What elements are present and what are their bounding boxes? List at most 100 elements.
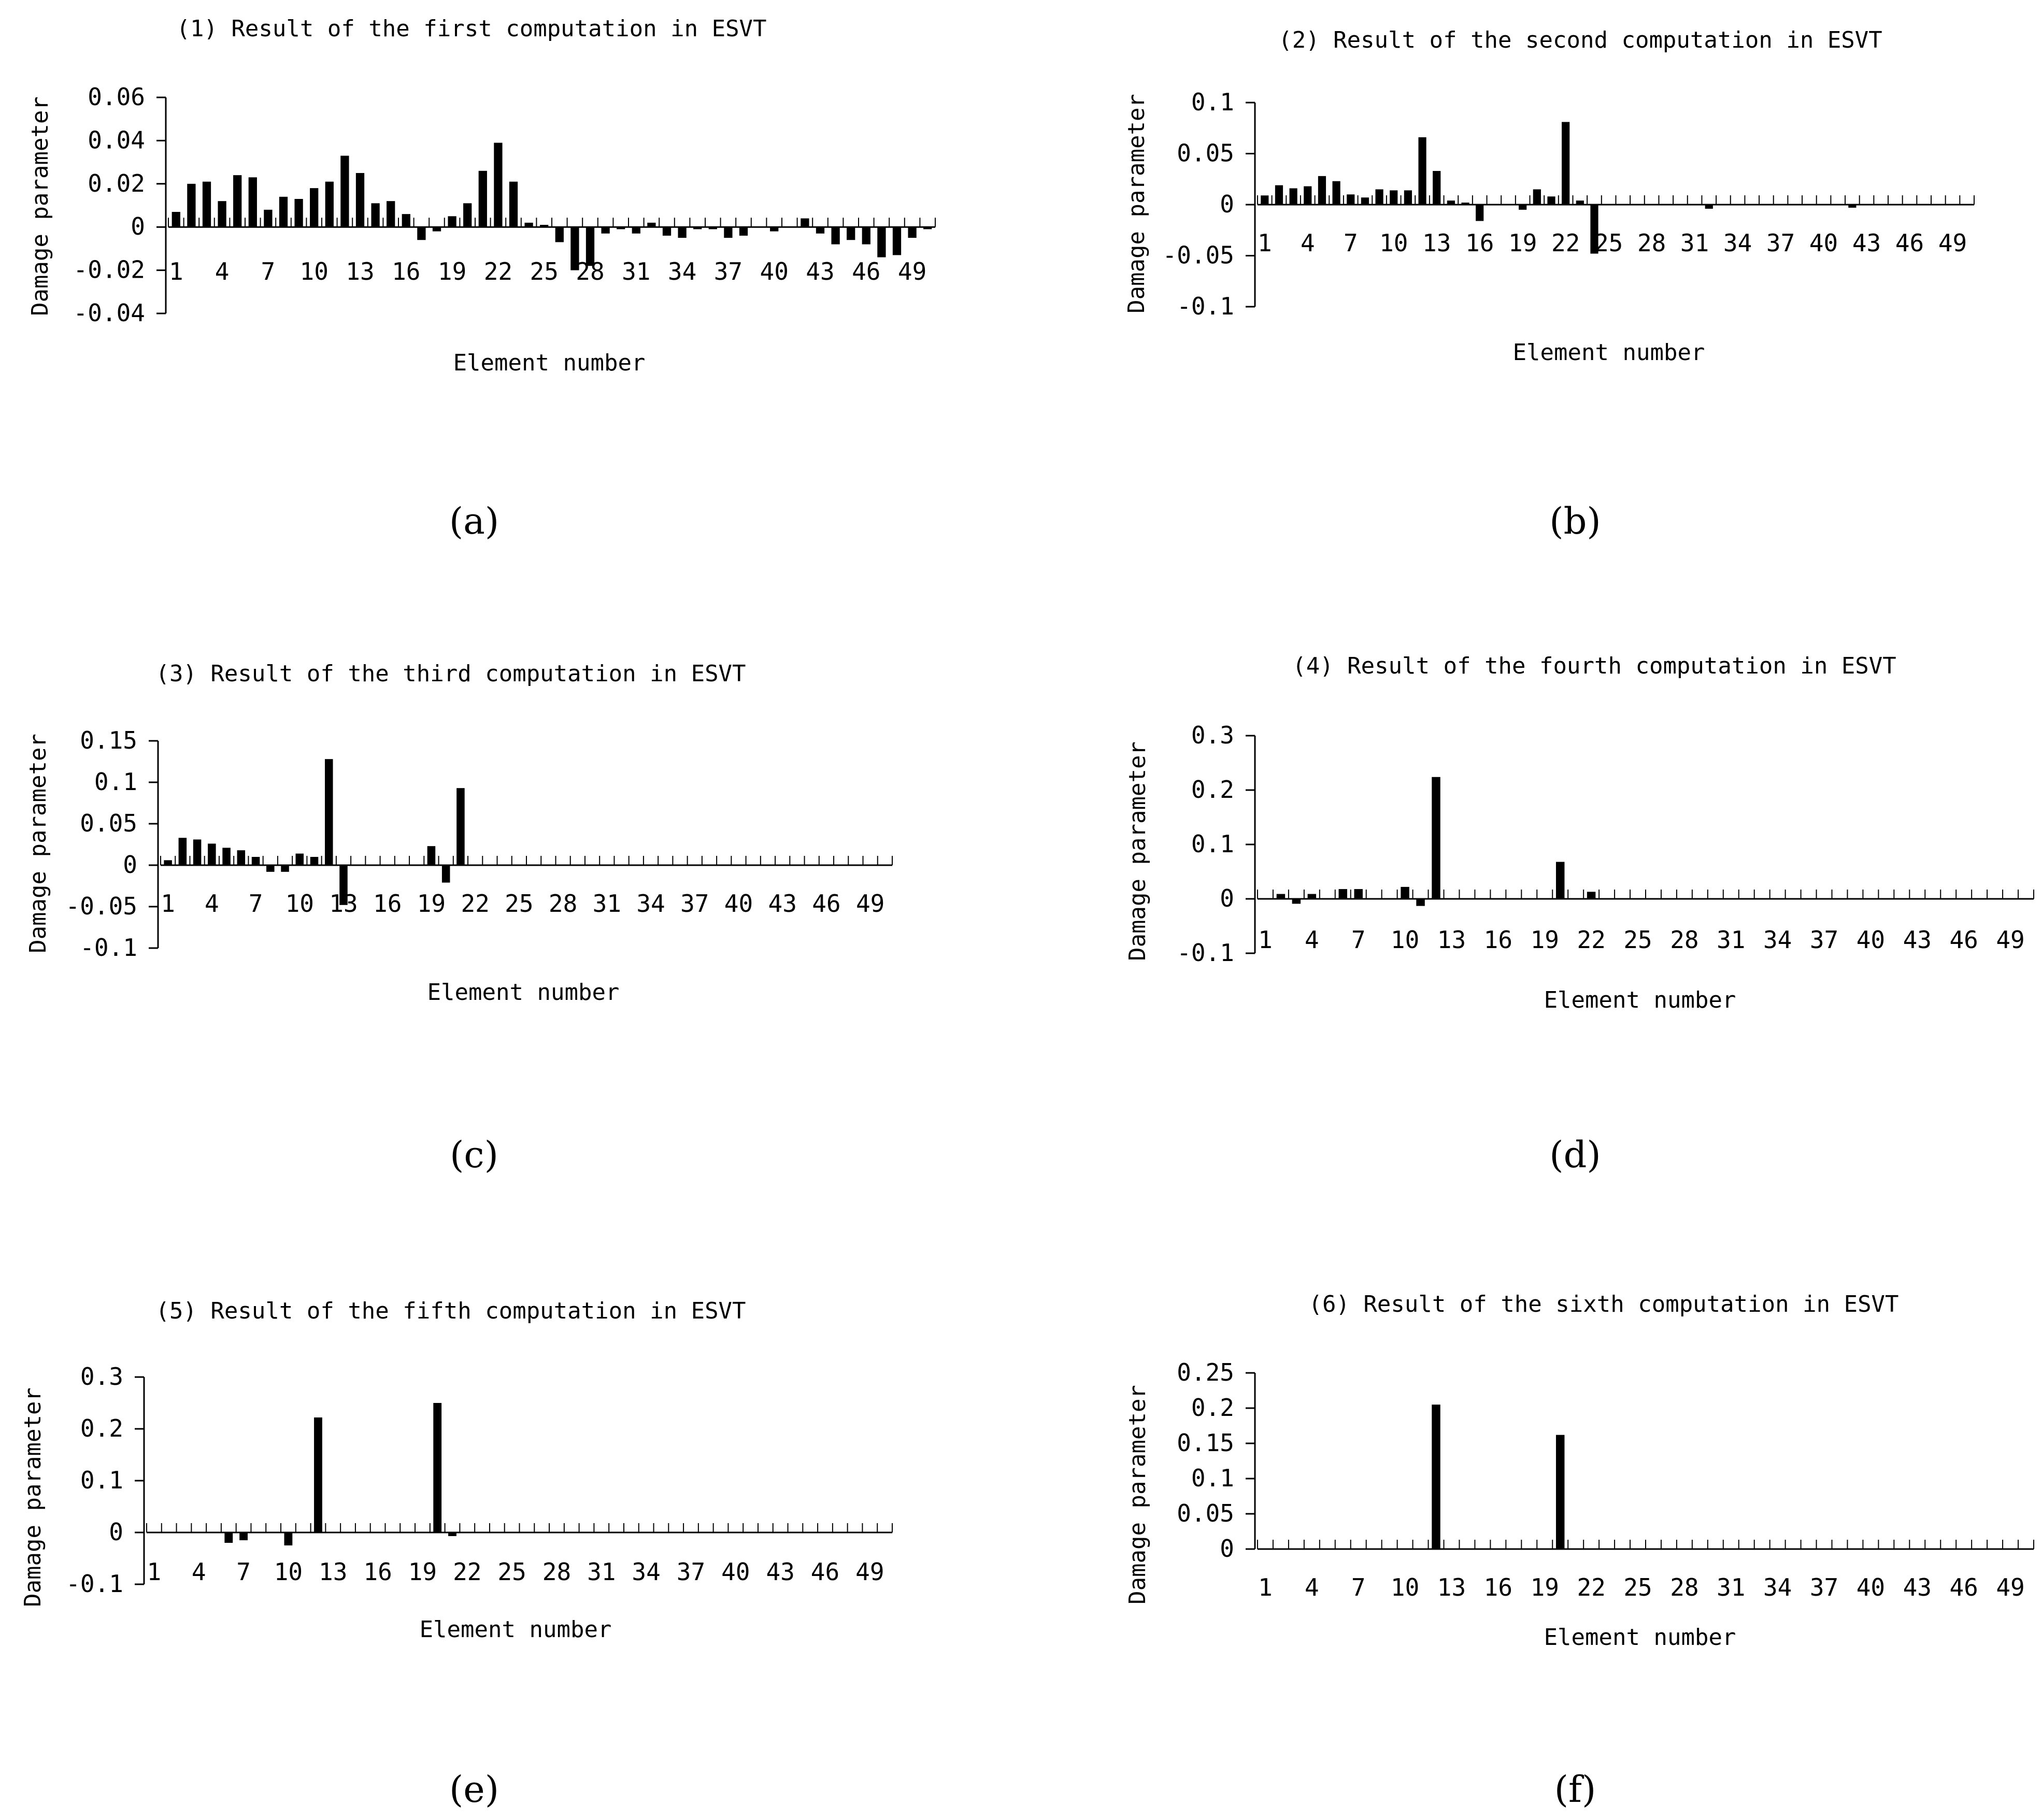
bar bbox=[847, 227, 855, 240]
x-tick-label: 34 bbox=[668, 257, 696, 285]
y-tick-label: 0.1 bbox=[1191, 88, 1234, 116]
x-tick-label: 28 bbox=[576, 257, 604, 285]
x-tick-label: 25 bbox=[497, 1558, 526, 1586]
bar bbox=[1304, 186, 1312, 205]
x-tick-label: 31 bbox=[1717, 926, 1745, 954]
x-tick-label: 40 bbox=[760, 257, 789, 285]
bar bbox=[310, 857, 319, 865]
bar bbox=[239, 1532, 248, 1540]
bar bbox=[340, 155, 349, 227]
bar bbox=[1447, 200, 1455, 205]
y-tick-label: 0.2 bbox=[1191, 776, 1234, 804]
x-tick-label: 19 bbox=[1531, 1573, 1559, 1601]
x-tick-label: 13 bbox=[1437, 926, 1466, 954]
x-tick-label: 16 bbox=[363, 1558, 392, 1586]
bar bbox=[251, 857, 260, 865]
x-tick-label: 49 bbox=[1938, 229, 1967, 257]
bar bbox=[1401, 886, 1409, 899]
chart-panel-a: (1) Result of the first computation in E… bbox=[27, 16, 936, 542]
bar bbox=[1533, 189, 1541, 205]
bar bbox=[678, 227, 687, 238]
x-tick-label: 10 bbox=[1379, 229, 1408, 257]
x-tick-label: 7 bbox=[261, 257, 276, 285]
bar bbox=[708, 227, 717, 230]
x-tick-label: 40 bbox=[721, 1558, 750, 1586]
x-tick-label: 46 bbox=[852, 257, 880, 285]
bar bbox=[617, 227, 625, 230]
bar bbox=[295, 853, 304, 865]
x-tick-label: 1 bbox=[1258, 926, 1273, 954]
x-tick-label: 28 bbox=[542, 1558, 571, 1586]
x-tick-label: 46 bbox=[811, 1558, 839, 1586]
x-tick-label: 25 bbox=[1623, 1573, 1652, 1601]
y-tick-label: -0.02 bbox=[74, 256, 145, 284]
bar bbox=[187, 183, 196, 227]
bar bbox=[662, 227, 672, 236]
x-tick-label: 25 bbox=[1623, 926, 1652, 954]
x-tick-label: 34 bbox=[632, 1558, 660, 1586]
bar bbox=[172, 212, 180, 227]
bar bbox=[1332, 181, 1340, 205]
bar bbox=[724, 227, 733, 238]
bar bbox=[355, 173, 365, 227]
x-axis-label: Element number bbox=[1544, 987, 1736, 1013]
x-tick-label: 13 bbox=[346, 257, 374, 285]
chart-panel-b: (2) Result of the second computation in … bbox=[1123, 27, 1975, 542]
x-tick-label: 43 bbox=[806, 257, 834, 285]
y-tick-label: 0.05 bbox=[1177, 1499, 1234, 1527]
x-tick-label: 22 bbox=[1577, 1573, 1605, 1601]
x-tick-label: 4 bbox=[215, 257, 230, 285]
x-tick-label: 25 bbox=[530, 257, 559, 285]
bar bbox=[281, 865, 289, 872]
chart-panel-c: (3) Result of the third computation in E… bbox=[25, 661, 893, 1176]
bar bbox=[801, 218, 809, 227]
panel-caption: (b) bbox=[1549, 500, 1601, 542]
y-axis-label: Damage parameter bbox=[1124, 741, 1151, 961]
chart-title: (3) Result of the third computation in E… bbox=[155, 661, 746, 687]
bar bbox=[1261, 195, 1269, 205]
bar bbox=[478, 170, 487, 227]
bar bbox=[448, 1532, 456, 1536]
y-tick-label: 0 bbox=[131, 212, 145, 240]
bar bbox=[294, 198, 303, 227]
bar bbox=[1354, 889, 1363, 899]
y-tick-label: 0 bbox=[1220, 884, 1234, 912]
x-tick-label: 43 bbox=[766, 1558, 794, 1586]
bar bbox=[178, 838, 187, 865]
bar bbox=[193, 839, 202, 865]
chart-panel-d: (4) Result of the fourth computation in … bbox=[1124, 653, 2034, 1176]
x-tick-label: 1 bbox=[1258, 1573, 1273, 1601]
bar bbox=[770, 227, 779, 232]
x-tick-label: 34 bbox=[636, 890, 665, 918]
x-tick-label: 16 bbox=[1465, 229, 1494, 257]
chart-title: (2) Result of the second computation in … bbox=[1278, 27, 1882, 53]
x-tick-label: 1 bbox=[1258, 229, 1272, 257]
y-tick-label: 0.3 bbox=[80, 1363, 123, 1391]
x-tick-label: 22 bbox=[1551, 229, 1580, 257]
y-tick-label: 0 bbox=[1220, 190, 1234, 218]
x-tick-label: 43 bbox=[1852, 229, 1881, 257]
panel-caption: (a) bbox=[449, 500, 499, 542]
bar bbox=[1292, 899, 1301, 904]
bar bbox=[923, 227, 932, 230]
y-tick-label: 0.1 bbox=[1191, 1464, 1234, 1492]
bar bbox=[494, 142, 503, 227]
bar bbox=[266, 865, 275, 872]
y-tick-label: 0.1 bbox=[94, 768, 137, 796]
x-tick-label: 49 bbox=[855, 1558, 884, 1586]
bar bbox=[224, 1532, 233, 1543]
y-tick-label: 0.3 bbox=[1191, 721, 1234, 749]
bar bbox=[1347, 194, 1355, 205]
bar bbox=[427, 846, 436, 865]
x-tick-label: 31 bbox=[587, 1558, 616, 1586]
y-tick-label: -0.04 bbox=[74, 299, 145, 327]
bar bbox=[402, 214, 410, 227]
chart-title: (6) Result of the sixth computation in E… bbox=[1308, 1291, 1898, 1317]
y-tick-label: -0.05 bbox=[66, 892, 137, 920]
bar bbox=[1307, 894, 1317, 899]
x-tick-label: 10 bbox=[1391, 1573, 1419, 1601]
x-tick-label: 34 bbox=[1763, 926, 1792, 954]
x-tick-label: 37 bbox=[1766, 229, 1795, 257]
x-tick-label: 22 bbox=[1577, 926, 1605, 954]
x-tick-label: 28 bbox=[1670, 1573, 1698, 1601]
